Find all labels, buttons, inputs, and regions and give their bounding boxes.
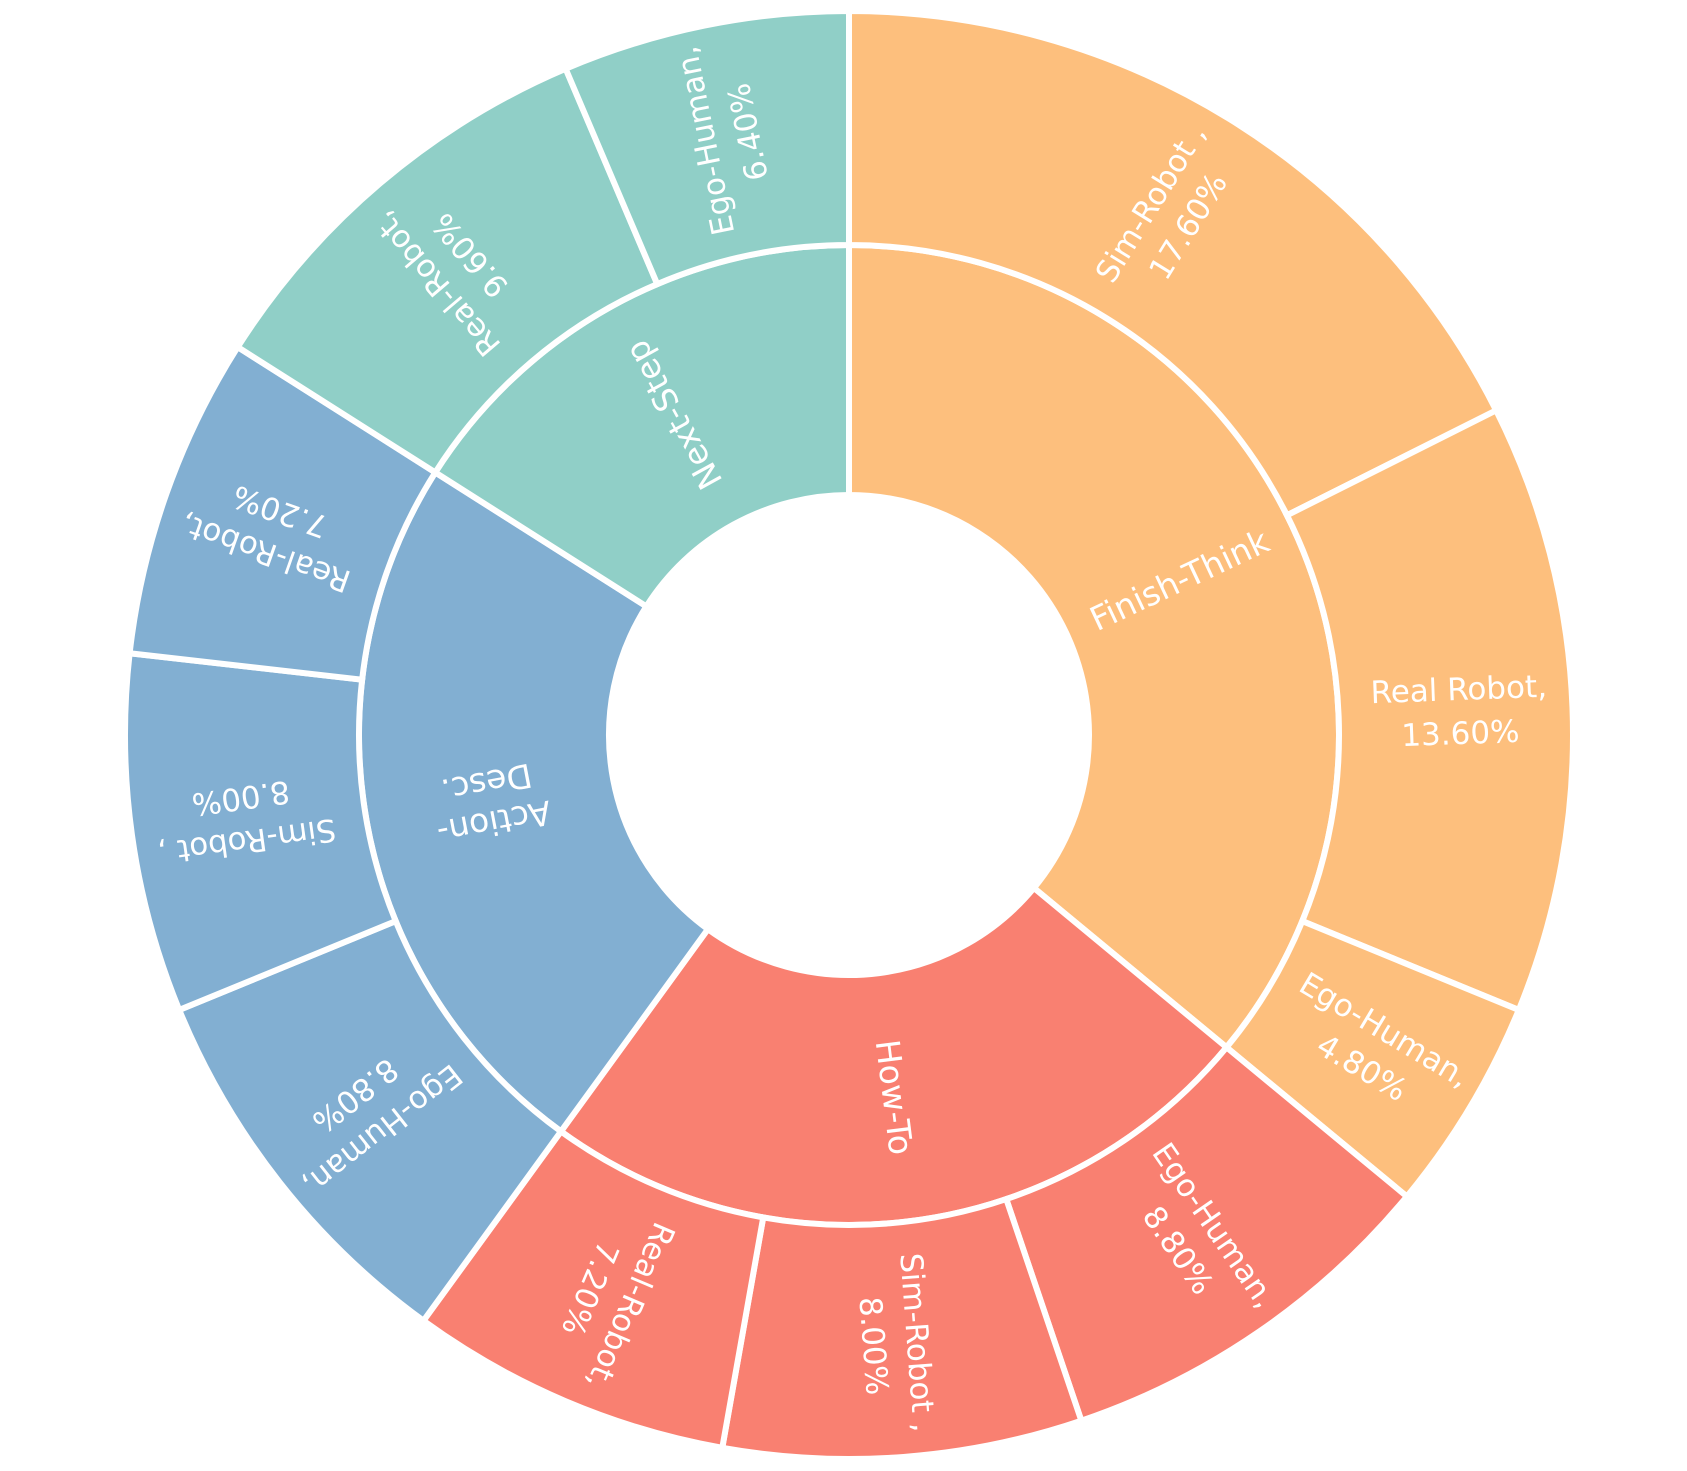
- label-finish-think-real-robot: Real Robot,13.60%: [1370, 669, 1549, 756]
- wedge-layer: [122, 7, 1576, 1462]
- wedge-finish-think-real-robot: [1282, 406, 1576, 1014]
- wedge-next-step-ego-human: [561, 7, 852, 289]
- wedge-finish-think-sim-robot: [846, 7, 1501, 520]
